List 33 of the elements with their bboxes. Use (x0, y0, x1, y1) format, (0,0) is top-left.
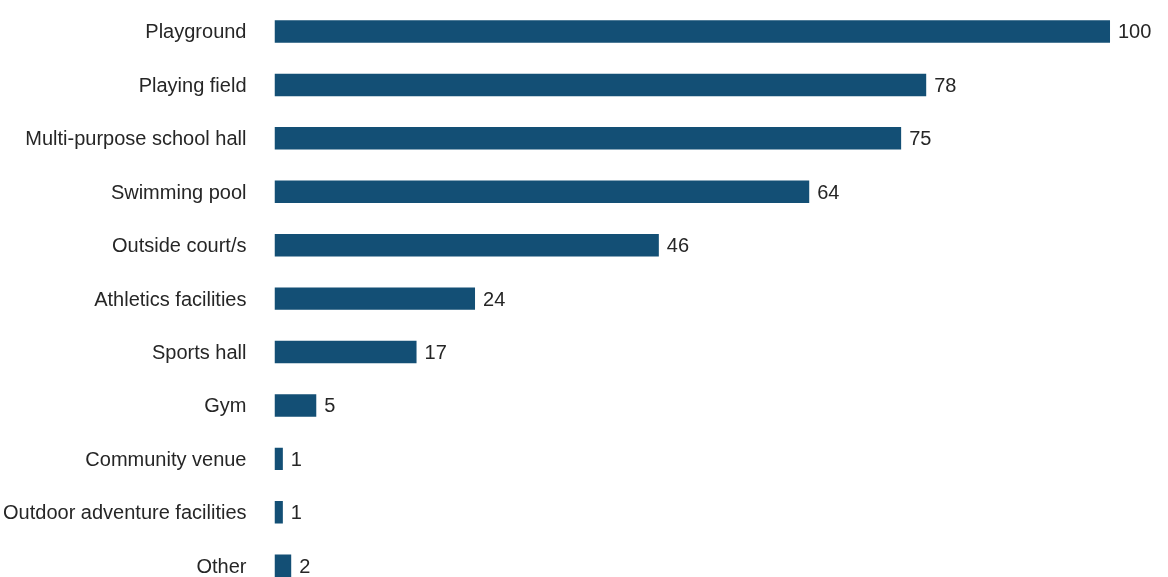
data-label: 64 (817, 180, 840, 203)
bar (274, 20, 1111, 43)
y-tick-label: Community venue (85, 447, 247, 470)
bar (274, 180, 810, 203)
y-tick-label: Sports hall (152, 341, 247, 364)
data-label: 2 (299, 554, 311, 577)
bar (274, 447, 283, 471)
bar (274, 233, 659, 257)
y-tick-label: Playing field (138, 73, 247, 96)
y-tick-label: Gym (204, 394, 247, 417)
data-label: 17 (424, 341, 447, 364)
data-label: 78 (934, 73, 957, 96)
y-tick-label: Other (196, 554, 247, 577)
y-tick-label: Athletics facilities (94, 287, 247, 310)
data-label: 1 (290, 501, 302, 524)
data-label: 5 (324, 394, 336, 417)
y-tick-label: Swimming pool (110, 180, 247, 203)
y-tick-label: Outdoor adventure facilities (3, 501, 247, 524)
y-tick-label: Multi-purpose school hall (25, 127, 247, 150)
data-label: 46 (666, 234, 690, 257)
y-tick-label: Playground (145, 20, 247, 43)
data-label: 1 (290, 447, 302, 470)
bar (274, 394, 317, 417)
bar (274, 554, 292, 577)
bar (274, 73, 927, 97)
bar (274, 501, 283, 524)
y-tick-label: Outside court/s (112, 234, 247, 257)
data-label: 24 (483, 287, 506, 310)
bar (274, 127, 902, 150)
data-label: 75 (909, 127, 932, 150)
bar (274, 340, 417, 364)
data-label: 100 (1118, 20, 1152, 43)
bar (274, 287, 476, 310)
